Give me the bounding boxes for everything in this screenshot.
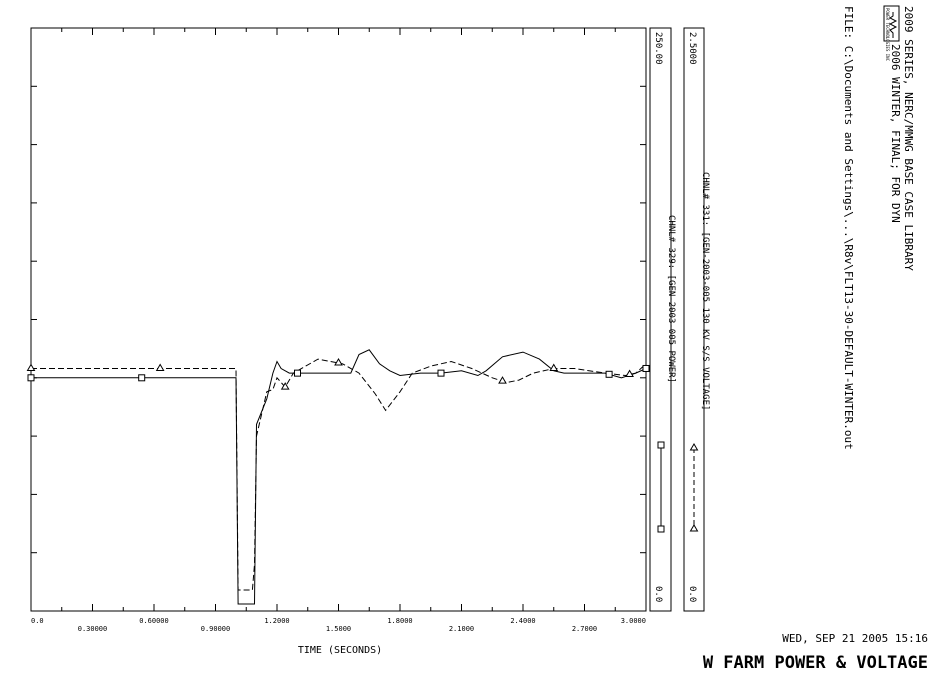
x-tick-label: 1.8000 [387,617,412,625]
voltage-series-name: CHNL# 331: [GEN-2003-005 130 KV S/S VOLT… [700,172,710,410]
series-lines [31,349,647,605]
header-file: FILE: C:\Documents and Settings\...\R8v\… [842,6,855,450]
voltage-marker [334,358,343,366]
x-tick-label: 2.1000 [449,625,474,633]
power-marker [605,370,613,378]
power-axis-top-label: 250.00 [653,32,663,65]
voltage-marker [625,369,634,378]
footer-date: WED, SEP 21 2005 15:16 [782,632,928,645]
header-line2: 2006 WINTER, FINAL; FOR DYN [889,44,902,223]
voltage-marker [280,382,290,390]
footer-title: W FARM POWER & VOLTAGE [703,653,928,673]
x-tick-label: 1.5000 [326,625,351,633]
power-marker [138,374,146,382]
power-axis-panel [649,27,672,612]
voltage-axis-top-label: 2.5000 [687,32,697,65]
x-tick-label: 2.4000 [510,617,535,625]
x-tick-label: 2.7000 [572,625,597,633]
power-axis-bottom-label: 0.0 [653,586,663,602]
power-marker [294,369,301,377]
voltage-marker [155,363,165,371]
voltage-axis-bottom-label: 0.0 [687,586,697,602]
voltage-legend-sample [689,443,699,532]
series-markers [26,358,650,390]
x-tick-label: 0.30000 [78,625,108,633]
power-legend-sample [657,441,665,533]
power-marker [437,369,445,377]
voltage-marker [26,363,36,371]
power-series-name: CHNL# 329: [GEN-2003-005 POWER] [666,215,676,383]
voltage-marker [498,376,507,384]
power-marker [642,364,650,372]
logo: POWER TECHNOLOGIES INC [883,5,900,62]
x-tick-label: 3.0000 [621,617,646,625]
svg-text:POWER TECHNOLOGIES INC: POWER TECHNOLOGIES INC [885,8,890,62]
x-tick-label: 0.90000 [201,625,231,633]
x-tick-labels: 0.0 0.30000 0.60000 0.90000 1.2000 1.5000 1.80… [31,617,646,633]
voltage-marker [549,363,559,371]
plot-frame [30,27,647,612]
x-tick-label: 0.0 [31,617,44,625]
x-tick-label: 0.60000 [139,617,169,625]
series-line-voltage [31,358,647,591]
tick-marks [30,28,647,611]
x-axis-label: TIME (SECONDS) [298,645,382,656]
voltage-axis-panel [683,27,705,612]
power-marker [27,374,35,382]
series-line-power [31,349,647,605]
header-line1: 2009 SERIES, NERC/MMWG BASE CASE LIBRARY [902,6,915,271]
x-tick-label: 1.2000 [264,617,289,625]
